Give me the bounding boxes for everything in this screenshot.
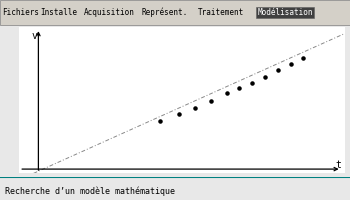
Point bbox=[250, 81, 255, 85]
Text: v: v bbox=[32, 31, 38, 41]
Point bbox=[192, 106, 197, 109]
FancyBboxPatch shape bbox=[0, 0, 350, 25]
Point bbox=[275, 68, 281, 72]
Text: Représent.: Représent. bbox=[142, 8, 188, 17]
Point bbox=[300, 57, 306, 60]
Point bbox=[237, 87, 242, 90]
Text: t: t bbox=[335, 160, 341, 170]
Text: Traitement: Traitement bbox=[198, 8, 244, 17]
Text: Acquisition: Acquisition bbox=[84, 8, 135, 17]
Point bbox=[262, 75, 268, 78]
Point bbox=[208, 100, 213, 103]
Text: Installe: Installe bbox=[40, 8, 77, 17]
Text: Fichiers: Fichiers bbox=[2, 8, 39, 17]
Point bbox=[176, 113, 182, 116]
Text: Modélisation: Modélisation bbox=[257, 8, 313, 17]
Point bbox=[224, 92, 230, 95]
Point bbox=[157, 119, 162, 122]
Point bbox=[288, 62, 293, 65]
Text: Recherche d’un modèle mathématique: Recherche d’un modèle mathématique bbox=[5, 187, 175, 196]
